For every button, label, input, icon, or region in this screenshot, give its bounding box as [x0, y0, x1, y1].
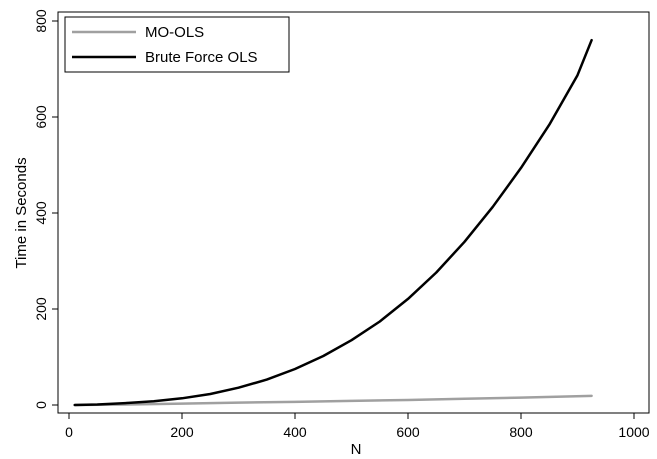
y-axis: 0 200 400 600 800 — [33, 9, 58, 409]
legend: MO-OLS Brute Force OLS — [64, 16, 290, 73]
y-tick-label: 200 — [33, 297, 49, 321]
x-tick-label: 800 — [509, 424, 533, 440]
legend-label-brute-force-ols: Brute Force OLS — [145, 49, 258, 66]
series-line-brute-force-ols — [73, 38, 593, 407]
y-tick-label: 800 — [33, 9, 49, 33]
y-tick-label: 600 — [33, 105, 49, 129]
legend-label-mo-ols: MO-OLS — [145, 24, 204, 41]
x-tick-label: 0 — [65, 424, 73, 440]
x-axis: 0 200 400 600 800 1000 — [65, 413, 650, 440]
x-tick-label: 600 — [396, 424, 420, 440]
y-axis-title: Time in Seconds — [13, 157, 30, 268]
series-line-mo-ols — [73, 394, 593, 407]
y-tick-label: 400 — [33, 201, 49, 225]
series-layer — [73, 38, 593, 407]
x-tick-label: 1000 — [618, 424, 649, 440]
y-tick-label: 0 — [33, 401, 49, 409]
x-tick-label: 400 — [283, 424, 307, 440]
legend-box — [64, 16, 290, 73]
x-axis-title: N — [351, 441, 362, 458]
x-tick-label: 200 — [170, 424, 194, 440]
